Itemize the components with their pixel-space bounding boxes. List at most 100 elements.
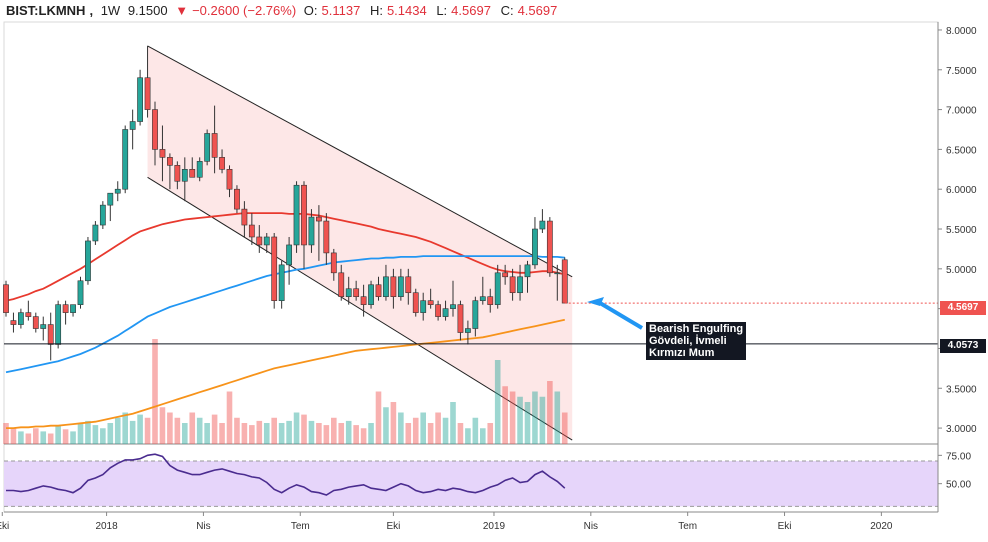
candle-body — [301, 184, 307, 246]
rsi-band — [4, 461, 938, 507]
candle-body — [10, 320, 17, 325]
x-tick-label: 2018 — [95, 521, 118, 532]
open-label: O: — [303, 3, 318, 18]
candle-body — [442, 308, 449, 317]
volume-bar — [561, 412, 568, 444]
y-tick-label: 8.0000 — [946, 26, 977, 37]
rsi-y-tick-label: 75.00 — [946, 451, 971, 462]
candle-body — [330, 252, 337, 274]
volume-bar — [77, 423, 84, 444]
x-tick-label: 2019 — [483, 521, 506, 532]
volume-bar — [427, 423, 434, 444]
volume-bar — [494, 360, 501, 444]
volume-bar — [539, 396, 546, 444]
volume-bar — [278, 423, 285, 444]
candle-body — [435, 304, 441, 317]
volume-bar — [308, 420, 315, 444]
candle-body — [278, 264, 285, 301]
moving-averages — [5, 212, 565, 429]
volume-bar — [241, 423, 248, 444]
x-tick-label: Eki — [386, 521, 400, 532]
candle-body — [554, 272, 561, 275]
volume-bar — [368, 423, 374, 444]
candle-body — [427, 300, 434, 305]
volume-bar — [33, 428, 39, 444]
annotation-line: Bearish Engulfing — [649, 323, 744, 335]
x-tick-label: Nis — [196, 521, 210, 532]
candle-body — [494, 272, 501, 305]
candle-body — [524, 264, 531, 278]
support-price-tag: 4.0573 — [940, 339, 986, 353]
candle-body — [248, 224, 255, 238]
candle-body — [70, 304, 76, 313]
candle-body — [152, 109, 158, 150]
volume-bar — [234, 417, 240, 444]
volume-bar — [182, 423, 188, 444]
volume-bar — [345, 420, 352, 444]
annotation-line: Kırmızı Mum — [649, 347, 715, 359]
candle-body — [241, 208, 248, 226]
volume-bar — [55, 425, 61, 444]
candle-body — [293, 184, 300, 246]
volume-bar — [524, 402, 531, 444]
volume-bar — [323, 425, 330, 444]
candle-body — [450, 304, 456, 309]
candle-body — [196, 161, 203, 178]
volume-bar — [100, 428, 106, 444]
volume-bar — [219, 423, 225, 444]
x-tick-label: Nis — [584, 521, 598, 532]
candle-body — [167, 157, 173, 166]
volume-bar — [472, 417, 479, 444]
candle-body — [219, 157, 225, 170]
x-tick-label: Eki — [0, 521, 9, 532]
volume-bar — [450, 402, 456, 444]
low-value: 4.5697 — [451, 3, 491, 18]
volume-bar — [331, 417, 337, 444]
candle-body — [144, 77, 151, 110]
volume-bar — [547, 381, 553, 444]
volume-bar — [92, 425, 99, 444]
volume-bar — [129, 420, 136, 444]
candle-body — [353, 288, 360, 297]
candle-body — [517, 276, 523, 294]
moving-average-line — [5, 255, 565, 374]
volume-bars — [3, 339, 568, 444]
candle-body — [390, 276, 397, 297]
volume-bar — [137, 414, 143, 444]
candle-body — [420, 300, 427, 313]
candle-body — [47, 324, 54, 345]
x-tick-label: Tem — [291, 521, 310, 532]
low-label: L: — [436, 3, 448, 18]
volume-bar — [226, 391, 233, 444]
volume-bar — [3, 423, 9, 444]
last-price: 9.1500 — [127, 3, 168, 18]
candle-body — [539, 220, 546, 230]
volume-bar — [107, 423, 114, 444]
volume-bar — [25, 433, 32, 444]
rsi-line — [6, 453, 566, 496]
y-tick-label: 6.5000 — [946, 145, 977, 156]
candle-body — [368, 284, 374, 305]
candle-body — [464, 328, 471, 333]
y-tick-label: 7.5000 — [946, 66, 977, 77]
candle-body — [85, 240, 91, 282]
volume-bar — [293, 412, 300, 444]
candle-body — [234, 188, 240, 210]
volume-bar — [398, 412, 404, 444]
volume-bar — [204, 423, 210, 444]
candle-body — [315, 216, 322, 222]
volume-bar — [85, 420, 91, 444]
moving-average-line — [6, 318, 565, 429]
candle-body — [174, 165, 181, 182]
volume-bar — [301, 414, 307, 444]
volume-bar — [554, 391, 561, 444]
candle-body — [487, 296, 494, 305]
candle-body — [189, 169, 196, 178]
close-value: 4.5697 — [517, 3, 558, 18]
candle-body — [129, 121, 136, 130]
x-tick-label: Tem — [678, 521, 697, 532]
candle-body — [472, 300, 479, 329]
y-tick-label: 5.5000 — [946, 225, 977, 236]
candle-body — [159, 149, 166, 158]
